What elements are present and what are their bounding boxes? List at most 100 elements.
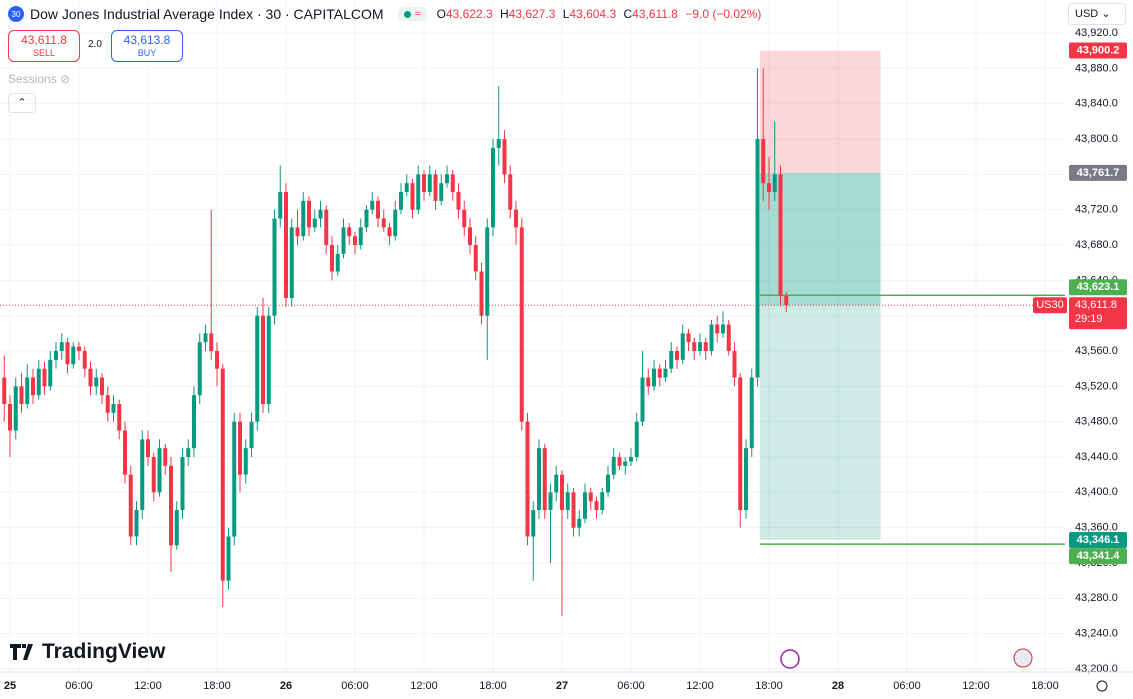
symbol-title[interactable]: Dow Jones Industrial Average Index · 30 … (30, 6, 384, 22)
ohlc-value: 43,622.3 (445, 7, 493, 21)
candle-body (375, 200, 380, 219)
sell-price: 43,611.8 (21, 33, 67, 47)
candle-body (197, 342, 202, 396)
currency: USD (1075, 8, 1099, 20)
sell-button[interactable]: 43,611.8 SELL (8, 30, 80, 62)
y-tick-label: 43,280.0 (1075, 592, 1118, 604)
status-pill[interactable]: ≈ (397, 7, 427, 21)
candle-body (59, 342, 64, 352)
candle-body (433, 174, 438, 201)
ohlc-value: 43,611.8 (632, 7, 678, 21)
stop-zone (759, 50, 881, 173)
header: 30 Dow Jones Industrial Average Index · … (8, 4, 765, 24)
sessions-label: Sessions (8, 72, 57, 86)
price-tag-label: 43,623.1 (1077, 281, 1120, 293)
x-tick-label: 27 (556, 680, 568, 692)
candle-body (663, 368, 668, 378)
y-tick-label: 43,720.0 (1075, 204, 1118, 216)
candle-body (180, 457, 185, 511)
candle-body (398, 192, 403, 210)
candle-body (559, 474, 564, 511)
buy-price: 43,613.8 (123, 33, 171, 47)
candle-body (467, 227, 472, 246)
candle-body (703, 342, 708, 352)
candle-body (8, 404, 13, 431)
sessions[interactable]: Sessions ⊘ (8, 72, 71, 86)
candle-body (548, 492, 553, 511)
candle-body (657, 368, 662, 378)
candle-body (628, 457, 633, 462)
candle-body (772, 174, 777, 193)
candle-body (146, 439, 151, 458)
change: −9.0 (−0.02%) (685, 7, 762, 21)
x-tick-label: 28 (832, 680, 844, 692)
x-tick-label: 06:00 (65, 680, 93, 692)
candle-body (755, 139, 760, 378)
candle-body (226, 536, 231, 581)
candle-body (594, 501, 599, 511)
candle-body (209, 333, 214, 352)
price-tag (1069, 42, 1127, 59)
last-price-label: 43,611.8 (1075, 299, 1117, 311)
candle-body (617, 457, 622, 466)
candle-body (186, 448, 191, 458)
collapse-button[interactable]: ⌃ (8, 93, 36, 113)
candle-body (289, 227, 294, 299)
candle-body (479, 271, 484, 316)
market-dot (403, 10, 411, 18)
candle-body (646, 377, 651, 387)
candle-body (169, 465, 174, 546)
candle-body (605, 474, 610, 493)
price-tag (1069, 164, 1127, 181)
candle-body (726, 324, 731, 352)
price-tag-label: 43,341.4 (1077, 550, 1121, 562)
candle-body (31, 377, 36, 396)
candle-body (743, 448, 748, 511)
buy-label: BUY (137, 48, 157, 58)
candle-body (312, 218, 317, 228)
candle-body (611, 457, 616, 475)
candle-body (220, 368, 225, 581)
x-tick-label: 06:00 (617, 680, 645, 692)
candle-body (249, 421, 254, 449)
candle-body (582, 492, 587, 519)
currency-select[interactable]: USD ⌄ (1068, 3, 1126, 25)
candle-body (715, 324, 720, 334)
candle-body (163, 448, 168, 466)
candle-body (140, 439, 145, 511)
candle-body (71, 346, 76, 365)
y-tick-label: 43,480.0 (1075, 416, 1118, 428)
ohlc-key: C (623, 7, 633, 21)
symbol-tag (1033, 297, 1067, 314)
candle-body (301, 200, 306, 237)
candle-body (519, 227, 524, 422)
candle-body (48, 359, 53, 387)
candle-body (490, 147, 495, 228)
x-tick-label: 18:00 (755, 680, 783, 692)
candle-body (54, 351, 59, 360)
candle-body (778, 174, 783, 296)
x-tick-label: 06:00 (893, 680, 921, 692)
candle-body (278, 192, 283, 219)
candle-body (25, 377, 30, 405)
y-tick-label: 43,400.0 (1075, 486, 1118, 498)
candle-body (692, 342, 697, 352)
candle-body (634, 421, 639, 458)
candle-body (88, 368, 93, 387)
buy-button[interactable]: 43,613.8 BUY (111, 30, 183, 62)
candle-body (462, 209, 467, 228)
candle-body (404, 183, 409, 193)
candle-body (738, 377, 743, 511)
flag-icon (1013, 648, 1033, 668)
logo-icon (10, 644, 33, 660)
candle-body (272, 218, 277, 316)
candle-body (174, 510, 179, 546)
candle-body (427, 174, 432, 193)
candle-body (761, 139, 766, 184)
candle-body (496, 139, 501, 148)
x-tick-label: 06:00 (341, 680, 369, 692)
candle-body (157, 448, 162, 493)
candle-body (243, 448, 248, 475)
candle-body (123, 430, 128, 475)
